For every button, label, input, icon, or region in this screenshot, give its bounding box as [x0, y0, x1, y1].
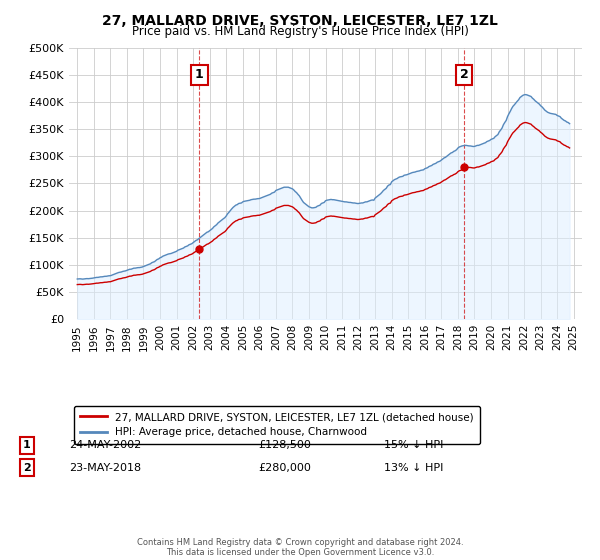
Text: 1: 1 — [23, 440, 31, 450]
Text: 24-MAY-2002: 24-MAY-2002 — [69, 440, 141, 450]
Text: 27, MALLARD DRIVE, SYSTON, LEICESTER, LE7 1ZL: 27, MALLARD DRIVE, SYSTON, LEICESTER, LE… — [102, 14, 498, 28]
Legend: 27, MALLARD DRIVE, SYSTON, LEICESTER, LE7 1ZL (detached house), HPI: Average pri: 27, MALLARD DRIVE, SYSTON, LEICESTER, LE… — [74, 406, 480, 444]
Text: 23-MAY-2018: 23-MAY-2018 — [69, 463, 141, 473]
Text: Price paid vs. HM Land Registry's House Price Index (HPI): Price paid vs. HM Land Registry's House … — [131, 25, 469, 38]
Text: 2: 2 — [23, 463, 31, 473]
Text: 2: 2 — [460, 68, 469, 81]
Text: 13% ↓ HPI: 13% ↓ HPI — [384, 463, 443, 473]
Text: 15% ↓ HPI: 15% ↓ HPI — [384, 440, 443, 450]
Text: 1: 1 — [195, 68, 204, 81]
Text: £280,000: £280,000 — [258, 463, 311, 473]
Text: Contains HM Land Registry data © Crown copyright and database right 2024.
This d: Contains HM Land Registry data © Crown c… — [137, 538, 463, 557]
Text: £128,500: £128,500 — [258, 440, 311, 450]
